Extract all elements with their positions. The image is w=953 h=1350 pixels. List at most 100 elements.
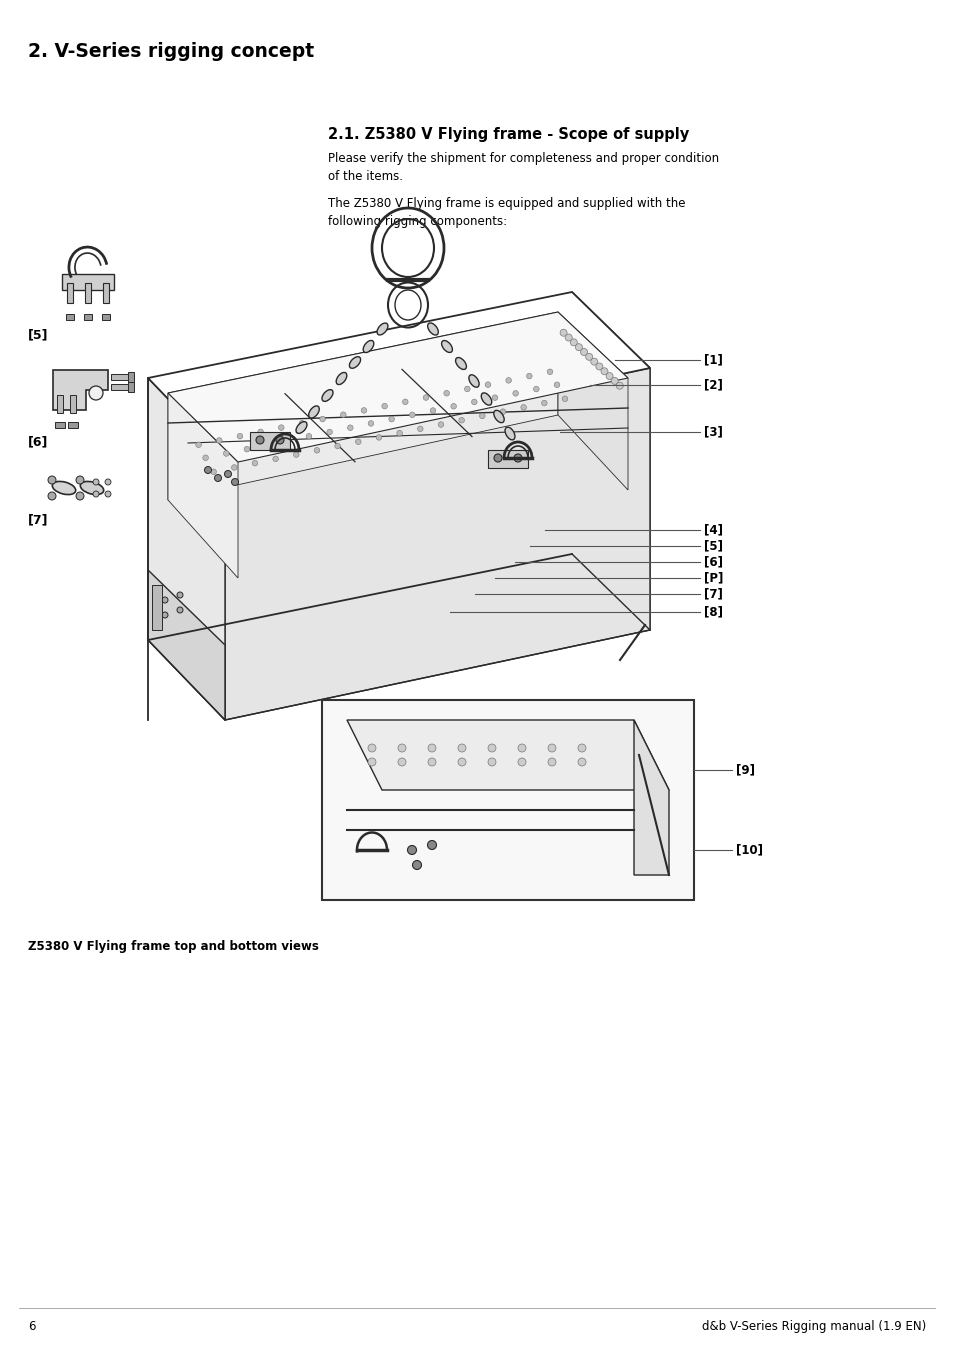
Circle shape [457,757,465,765]
Circle shape [428,744,436,752]
Text: [5]: [5] [28,328,49,342]
Circle shape [412,860,421,869]
Circle shape [92,479,99,485]
Circle shape [314,447,319,454]
Circle shape [257,429,263,435]
Circle shape [430,408,436,413]
Circle shape [204,467,212,474]
Circle shape [340,412,346,417]
Circle shape [596,363,602,370]
Ellipse shape [441,340,452,352]
Circle shape [347,425,353,431]
Text: [3]: [3] [703,425,722,439]
Circle shape [464,386,470,391]
Circle shape [389,416,394,423]
Text: d&b V-Series Rigging manual (1.9 EN): d&b V-Series Rigging manual (1.9 EN) [701,1320,925,1332]
Circle shape [76,477,84,485]
Polygon shape [148,292,649,458]
Circle shape [92,491,99,497]
Ellipse shape [427,323,437,335]
Circle shape [611,378,618,385]
Text: [5]: [5] [703,540,722,552]
Circle shape [488,757,496,765]
Ellipse shape [52,482,75,494]
Circle shape [214,474,221,482]
Circle shape [417,427,423,432]
Circle shape [232,464,237,470]
Bar [250,432,290,450]
Circle shape [368,744,375,752]
Circle shape [177,593,183,598]
Circle shape [327,429,332,435]
Circle shape [162,612,168,618]
Text: [6]: [6] [703,555,722,568]
Bar [66,315,74,320]
Polygon shape [558,312,627,490]
Circle shape [428,757,436,765]
Circle shape [162,597,168,603]
Circle shape [232,478,238,486]
Text: [8]: [8] [703,606,722,618]
Text: Z5380 V Flying frame top and bottom views: Z5380 V Flying frame top and bottom view… [28,940,318,953]
Text: 2.1. Z5380 V Flying frame - Scope of supply: 2.1. Z5380 V Flying frame - Scope of sup… [328,127,688,142]
Circle shape [177,608,183,613]
Bar [152,585,162,630]
Circle shape [368,421,374,427]
Circle shape [485,382,490,387]
Circle shape [547,757,556,765]
Circle shape [255,436,264,444]
Ellipse shape [376,323,388,335]
Bar [67,284,73,302]
Circle shape [443,390,449,396]
Text: [7]: [7] [28,513,49,526]
Circle shape [580,348,587,355]
Text: [7]: [7] [703,587,722,601]
Circle shape [520,405,526,410]
Circle shape [541,400,547,406]
Polygon shape [572,292,649,630]
Circle shape [505,378,511,383]
Bar [102,315,110,320]
Circle shape [585,354,592,360]
Circle shape [265,441,270,448]
Polygon shape [634,720,668,875]
Polygon shape [148,378,225,720]
Ellipse shape [335,373,347,385]
Circle shape [513,390,517,396]
Circle shape [564,333,572,342]
Circle shape [48,477,56,485]
Circle shape [451,404,456,409]
Circle shape [105,491,111,497]
Text: [P]: [P] [703,571,722,585]
Circle shape [561,396,567,401]
Circle shape [223,451,229,456]
Ellipse shape [504,427,515,440]
Circle shape [514,454,521,462]
Circle shape [294,452,299,458]
Polygon shape [225,369,649,720]
Circle shape [471,400,476,405]
Ellipse shape [494,410,504,423]
Text: [1]: [1] [703,354,722,366]
Circle shape [216,437,222,443]
Circle shape [237,433,242,439]
Circle shape [526,373,532,379]
Bar [488,450,527,468]
Text: [2]: [2] [703,378,722,392]
Circle shape [319,416,325,421]
Circle shape [306,433,312,439]
Bar [55,423,65,428]
Text: [9]: [9] [735,764,754,776]
Circle shape [105,479,111,485]
Text: [4]: [4] [703,524,722,536]
Circle shape [479,413,485,418]
Circle shape [396,431,402,436]
Polygon shape [347,720,668,790]
Circle shape [203,455,208,460]
Circle shape [224,471,232,478]
Circle shape [76,491,84,500]
Polygon shape [168,312,558,500]
Ellipse shape [309,406,319,418]
Bar [103,284,109,302]
Circle shape [590,358,598,364]
